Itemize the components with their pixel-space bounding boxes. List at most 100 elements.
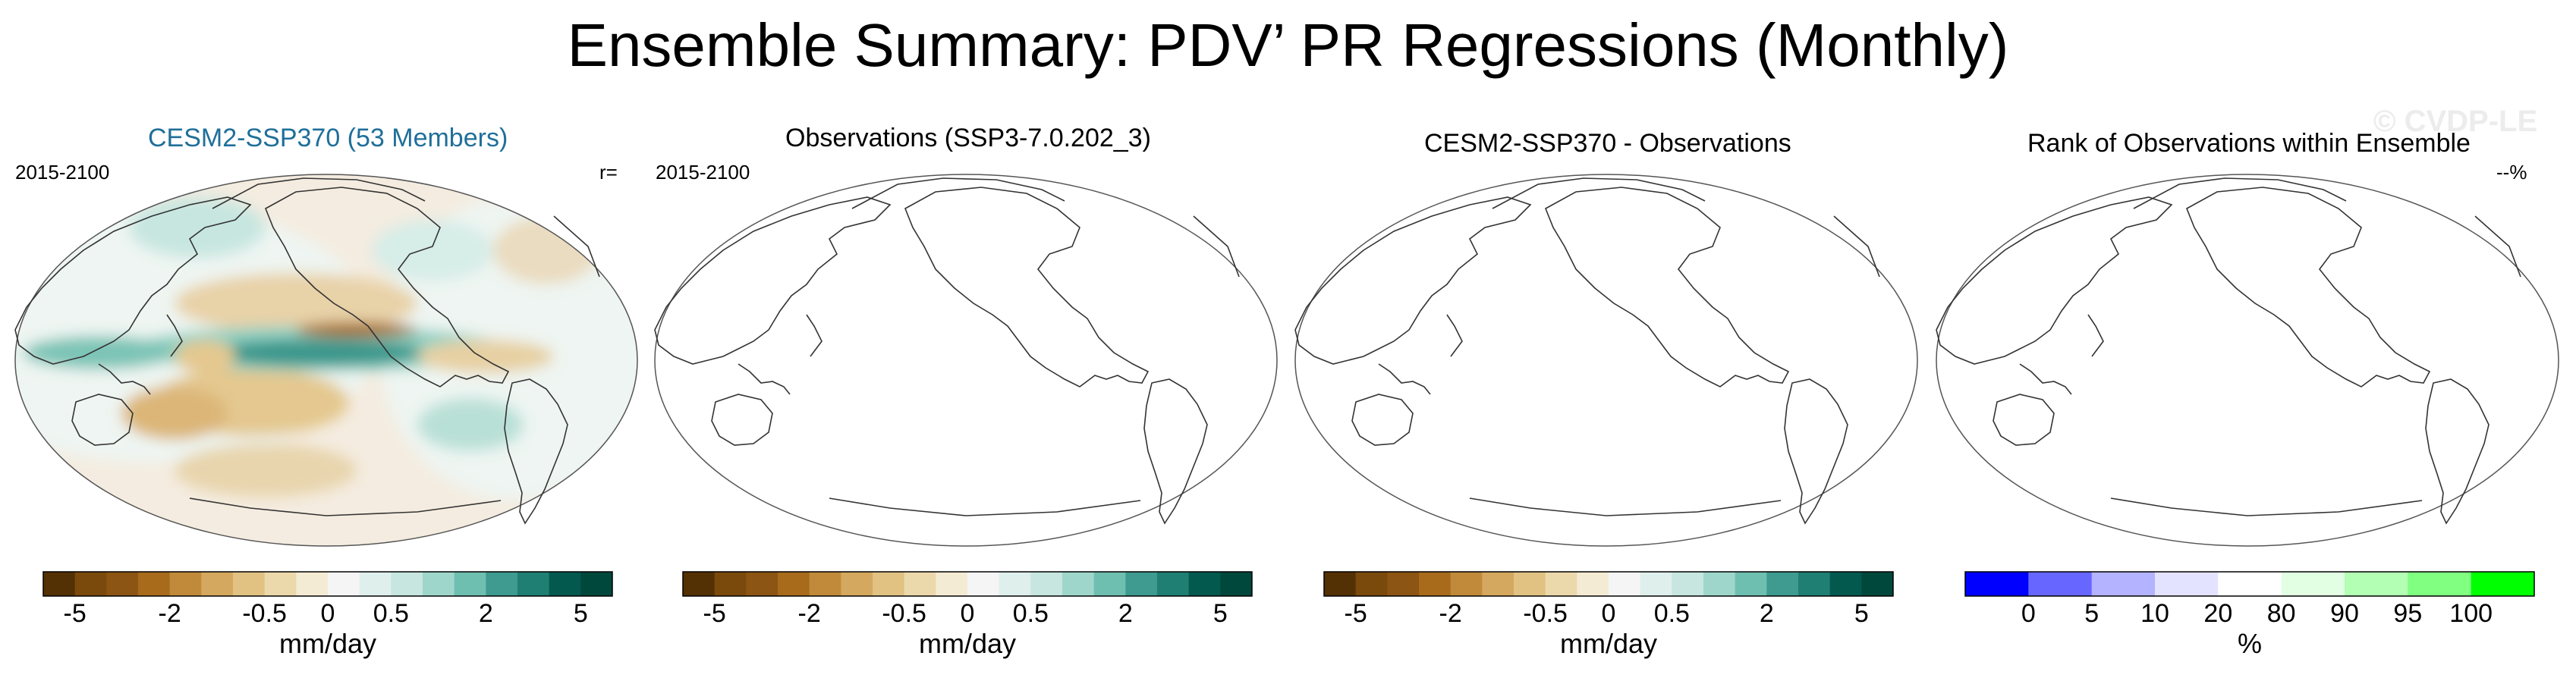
colorbar-3-swatch: [1419, 572, 1452, 596]
colorbar-3-tick: -2: [1439, 599, 1462, 628]
colorbar-1-swatch: [549, 572, 581, 596]
panel-1-r-label: r=: [599, 161, 618, 184]
colorbar-2-tick: 0: [960, 599, 975, 628]
colorbar-3-swatch: [1324, 572, 1357, 596]
colorbar-2-swatch: [809, 572, 841, 596]
colorbar-1-swatch: [517, 572, 550, 596]
colorbar-2-swatch: [1062, 572, 1095, 596]
colorbar-3-swatch: [1640, 572, 1672, 596]
colorbar-2-swatch: [1030, 572, 1063, 596]
colorbar-4-swatch: [2028, 572, 2093, 596]
panel-2-map: [654, 174, 1278, 547]
colorbar-3-tick: 0: [1601, 599, 1616, 628]
panel-1-title: CESM2-SSP370 (53 Members): [148, 124, 508, 152]
colorbar-3-units: mm/day: [1559, 628, 1658, 659]
panel-3-title: CESM2-SSP370 - Observations: [1424, 129, 1791, 158]
colorbar-1-swatch: [580, 572, 613, 596]
colorbar-2-frame: [682, 571, 1253, 597]
colorbar-1-swatch: [74, 572, 107, 596]
colorbar-2-swatch: [1157, 572, 1190, 596]
colorbar-3-swatch: [1355, 572, 1388, 596]
page-title: Ensemble Summary: PDV’ PR Regressions (M…: [567, 11, 2009, 79]
colorbar-3-swatch: [1672, 572, 1704, 596]
colorbar-1-swatch: [296, 572, 329, 596]
colorbar-2-tick: -0.5: [882, 599, 926, 628]
colorbar-3-swatch: [1450, 572, 1483, 596]
panel-1-period: 2015-2100: [15, 161, 110, 184]
watermark: © CVDP-LE: [2373, 105, 2538, 138]
colorbar-1-swatch: [423, 572, 455, 596]
colorbar-1-swatch: [391, 572, 423, 596]
colorbar-1-tick: 0.5: [373, 599, 409, 628]
colorbar-2-swatch: [873, 572, 905, 596]
colorbar-4-swatch: [2218, 572, 2282, 596]
colorbar-3-tick: 5: [1854, 599, 1869, 628]
colorbar-1-swatch: [359, 572, 392, 596]
colorbar-3-tick: 2: [1759, 599, 1774, 628]
colorbar-4-swatch: [2345, 572, 2408, 596]
colorbar-1-tick: 2: [478, 599, 493, 628]
colorbar-2-swatch: [841, 572, 873, 596]
colorbar-3-swatch: [1482, 572, 1514, 596]
colorbar-3-tick: -5: [1344, 599, 1367, 628]
colorbar-3-tick: -0.5: [1523, 599, 1568, 628]
colorbar-1-swatch: [328, 572, 360, 596]
colorbar-1-tick: 5: [573, 599, 588, 628]
colorbar-1-tick: 0: [320, 599, 335, 628]
colorbar-1-swatch: [486, 572, 518, 596]
colorbar-3-swatch: [1766, 572, 1799, 596]
colorbar-2-swatch: [714, 572, 747, 596]
colorbar-4-swatch: [2281, 572, 2345, 596]
colorbar-3-tick: 0.5: [1653, 599, 1690, 628]
colorbar-4-tick: 90: [2330, 599, 2359, 628]
colorbar-3-swatch: [1829, 572, 1862, 596]
colorbar-2-tick: 5: [1213, 599, 1228, 628]
colorbar-1-tick: -2: [158, 599, 181, 628]
colorbar-4-swatch: [2471, 572, 2535, 596]
panel-2-period: 2015-2100: [656, 161, 750, 184]
colorbar-2-swatch: [1093, 572, 1126, 596]
colorbar-3-swatch: [1545, 572, 1577, 596]
colorbar-3-swatch: [1735, 572, 1767, 596]
colorbar-3-swatch: [1703, 572, 1736, 596]
colorbar-1-swatch: [106, 572, 139, 596]
colorbar-2-swatch: [1125, 572, 1158, 596]
colorbar-2-swatch: [683, 572, 716, 596]
colorbar-4-swatch: [1965, 572, 2029, 596]
colorbar-4-tick: 80: [2266, 599, 2296, 628]
colorbar-3-swatch: [1387, 572, 1420, 596]
colorbar-1-swatch: [169, 572, 202, 596]
colorbar-2-swatch: [999, 572, 1031, 596]
colorbar-1-swatch: [233, 572, 266, 596]
panel-1-map: [14, 174, 638, 547]
colorbar-4-tick: 0: [2021, 599, 2036, 628]
colorbar-1-swatch: [454, 572, 486, 596]
colorbar-1-tick: -5: [63, 599, 86, 628]
colorbar-3-swatch: [1514, 572, 1546, 596]
colorbar-4-units: %: [2237, 628, 2263, 659]
colorbar-3-swatch: [1798, 572, 1831, 596]
colorbar-2-swatch: [1188, 572, 1221, 596]
colorbar-1-tick: -0.5: [242, 599, 287, 628]
colorbar-4-tick: 95: [2393, 599, 2423, 628]
panel-2-title: Observations (SSP3-7.0.202_3): [785, 124, 1151, 152]
colorbar-2-tick: 2: [1118, 599, 1133, 628]
colorbar-3-swatch: [1861, 572, 1894, 596]
colorbar-4-swatch: [2155, 572, 2219, 596]
panel-4-map: [1936, 174, 2559, 547]
colorbar-1-frame: [42, 571, 613, 597]
colorbar-2-tick: -5: [703, 599, 726, 628]
colorbar-2-tick: 0.5: [1012, 599, 1049, 628]
colorbar-4-tick: 5: [2084, 599, 2099, 628]
panel-4-title: Rank of Observations within Ensemble: [2027, 129, 2471, 158]
colorbar-2-tick: -2: [797, 599, 821, 628]
colorbar-3-swatch: [1609, 572, 1641, 596]
colorbar-3-swatch: [1577, 572, 1609, 596]
colorbar-4-tick: 10: [2140, 599, 2169, 628]
colorbar-2-swatch: [778, 572, 810, 596]
colorbar-4-tick: 20: [2203, 599, 2233, 628]
colorbar-4-swatch: [2408, 572, 2472, 596]
colorbar-2-swatch: [967, 572, 1000, 596]
colorbar-4-tick: 100: [2449, 599, 2493, 628]
